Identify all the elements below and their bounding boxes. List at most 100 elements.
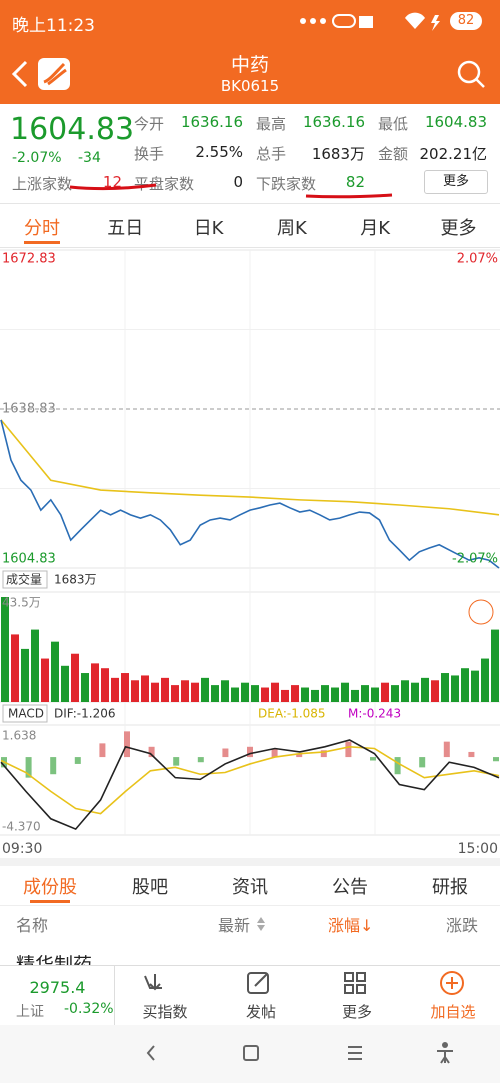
macd-bar bbox=[271, 748, 278, 758]
nav-back[interactable] bbox=[146, 1045, 155, 1061]
volume-bar bbox=[91, 663, 99, 702]
period-tab[interactable]: 周K bbox=[276, 218, 307, 239]
divider bbox=[0, 247, 500, 248]
col-change-pct[interactable]: 涨幅↓ bbox=[328, 916, 374, 935]
tab-indicator bbox=[30, 900, 70, 903]
macd-bar bbox=[124, 731, 130, 758]
macd-bottom: -4.370 bbox=[2, 820, 41, 834]
macd-bar bbox=[296, 753, 303, 758]
stock-tab[interactable]: 成份股 bbox=[23, 877, 77, 898]
macd-bar bbox=[394, 757, 401, 775]
stat-value: 1636.16 bbox=[180, 113, 243, 131]
volume-bar bbox=[331, 687, 339, 702]
col-name[interactable]: 名称 bbox=[16, 916, 49, 935]
end-time: 15:00 bbox=[458, 841, 498, 857]
period-tab[interactable]: 分时 bbox=[24, 218, 60, 239]
nav-home[interactable] bbox=[243, 1045, 259, 1061]
volume-bar bbox=[171, 685, 179, 702]
volume-bar bbox=[261, 687, 269, 702]
more-button[interactable]: 更多 bbox=[424, 170, 488, 194]
macd-bar bbox=[443, 741, 450, 758]
title: 中药 bbox=[230, 54, 269, 76]
code: BK0615 bbox=[220, 77, 280, 95]
back-icon[interactable] bbox=[11, 60, 28, 88]
volume-bar bbox=[21, 648, 29, 702]
period-tab[interactable]: 五日 bbox=[107, 218, 144, 239]
stock-tab[interactable]: 股吧 bbox=[132, 877, 168, 898]
col-change[interactable]: 涨跌 bbox=[446, 916, 479, 935]
stat-label: 换手 bbox=[134, 145, 165, 163]
down-label: 下跌家数 bbox=[256, 175, 317, 193]
volume-bar bbox=[281, 689, 289, 702]
dif-label: DIF:-1.206 bbox=[54, 707, 115, 721]
volume-max: 43.5万 bbox=[2, 596, 41, 610]
bottom-button[interactable]: 加自选 bbox=[430, 1003, 476, 1021]
tab-indicator bbox=[24, 241, 60, 244]
header-icons bbox=[11, 58, 70, 90]
bottom-button[interactable]: 更多 bbox=[341, 1003, 372, 1021]
volume-bar bbox=[111, 677, 119, 702]
nav-icons bbox=[146, 1042, 453, 1064]
stat-value: 2.55% bbox=[195, 143, 243, 161]
volume-bar bbox=[421, 677, 429, 702]
macd-bar bbox=[493, 757, 499, 762]
top-pct: 2.07% bbox=[457, 252, 498, 267]
volume-bar bbox=[441, 673, 449, 702]
index-cell[interactable] bbox=[0, 966, 115, 1025]
stock-tab[interactable]: 资讯 bbox=[232, 877, 268, 898]
flat-count: 0 bbox=[233, 173, 243, 191]
volume-bar bbox=[31, 629, 39, 702]
macd-bar bbox=[419, 757, 426, 768]
stat-label: 最低 bbox=[378, 115, 409, 133]
macd-bar bbox=[99, 743, 106, 758]
stat-value: 1683万 bbox=[311, 145, 365, 163]
volume-bar bbox=[371, 687, 379, 702]
volume-bar bbox=[361, 685, 369, 702]
bottom-icons bbox=[144, 971, 464, 995]
macd-bar bbox=[370, 757, 376, 761]
stock-tab[interactable]: 研报 bbox=[432, 877, 468, 898]
flat-label: 平盘家数 bbox=[134, 175, 195, 193]
macd-bar bbox=[50, 757, 57, 775]
stat-label: 金额 bbox=[378, 145, 409, 163]
volume-bar bbox=[201, 677, 209, 702]
dif-line bbox=[0, 739, 500, 831]
macd-label: MACD bbox=[8, 707, 44, 721]
volume-bar bbox=[61, 665, 69, 702]
period-tab[interactable]: 日K bbox=[193, 218, 224, 239]
bottom-button[interactable]: 发帖 bbox=[245, 1003, 276, 1021]
volume-bar bbox=[191, 682, 199, 702]
nav-menu[interactable] bbox=[348, 1046, 362, 1060]
m-label: M:-0.243 bbox=[348, 707, 401, 721]
macd-bar bbox=[222, 748, 229, 758]
volume-total: 1683万 bbox=[54, 573, 97, 587]
macd-bar bbox=[197, 757, 204, 763]
volume-label-box bbox=[2, 570, 48, 589]
divider bbox=[0, 905, 500, 906]
bottom-bar bbox=[0, 965, 500, 1025]
period-tab[interactable]: 月K bbox=[360, 218, 391, 239]
col-latest[interactable]: 最新 bbox=[218, 916, 251, 935]
volume-bar bbox=[81, 673, 89, 702]
volume-bar bbox=[251, 685, 259, 702]
volume-bar bbox=[341, 682, 349, 702]
period-tab[interactable]: 更多 bbox=[440, 218, 477, 239]
search-icon[interactable] bbox=[455, 58, 487, 90]
volume-bar bbox=[291, 685, 299, 702]
price: 1604.83 bbox=[10, 112, 135, 147]
bottom-button[interactable]: 买指数 bbox=[142, 1003, 188, 1021]
nav-a11y[interactable] bbox=[437, 1050, 453, 1064]
price-line bbox=[0, 419, 500, 569]
volume-bar bbox=[411, 682, 419, 702]
bottom-price: 1604.83 bbox=[2, 552, 56, 567]
volume-bar bbox=[121, 673, 129, 702]
divider bbox=[0, 858, 500, 866]
nav-bar bbox=[0, 1025, 500, 1083]
change: -34 bbox=[78, 150, 101, 166]
volume-bar bbox=[11, 634, 19, 702]
change-pct: -2.07% bbox=[12, 150, 62, 166]
macd-bar bbox=[25, 757, 32, 778]
expand-icon[interactable] bbox=[468, 599, 494, 625]
stock-tab[interactable]: 公告 bbox=[332, 877, 368, 898]
mid-price: 1638.83 bbox=[2, 402, 56, 417]
